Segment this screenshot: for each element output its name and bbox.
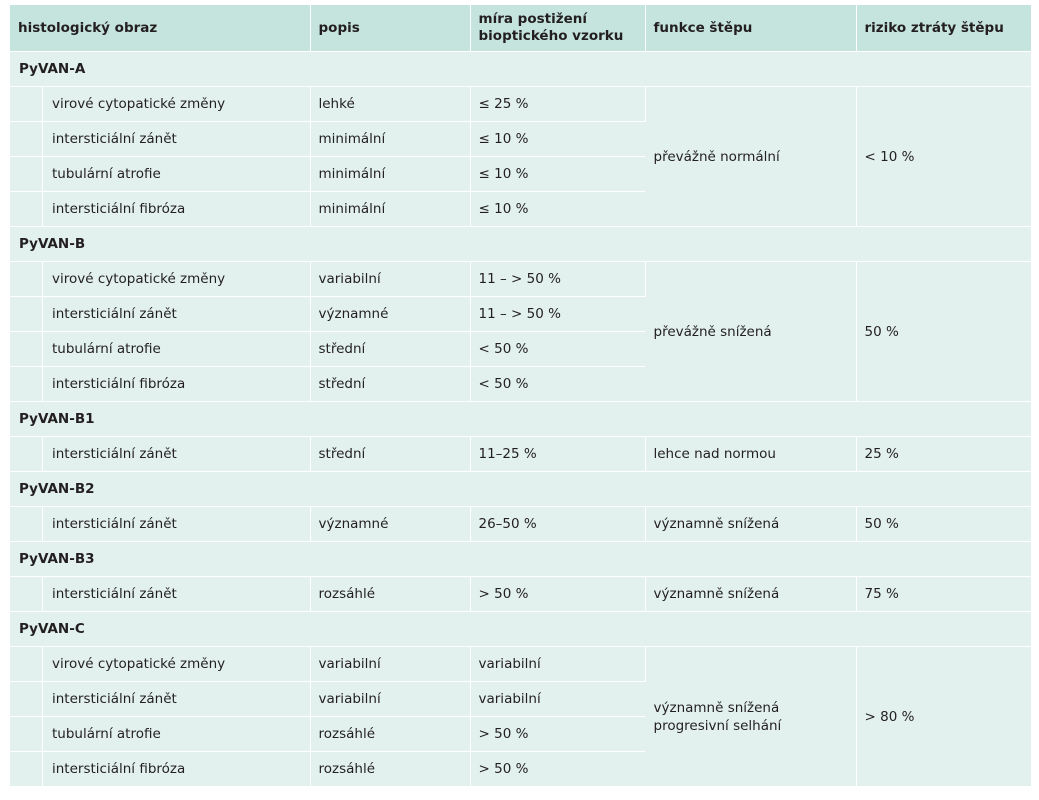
feature-cell: intersticiální fibróza [10, 191, 311, 227]
feature-cell: intersticiální zánět [10, 121, 311, 157]
group-row-pyvan-b3: PyVAN-B3 [10, 541, 1031, 577]
description-cell: významné [310, 506, 471, 542]
header-extent: míra postižení bioptického vzorku [470, 5, 646, 52]
extent-cell: ≤ 25 % [470, 86, 646, 122]
feature-cell: intersticiální zánět [10, 436, 311, 472]
header-graft-loss-risk: riziko ztráty štěpu [856, 5, 1031, 52]
extent-cell: > 50 % [470, 751, 645, 786]
header-histology: histologický obraz [10, 5, 311, 52]
table-row: intersticiální zánět významné 26–50 % vý… [10, 506, 1031, 542]
header-graft-function: funkce štěpu [645, 5, 857, 52]
feature-cell: intersticiální zánět [10, 681, 311, 717]
graft-loss-risk-cell: > 80 % [856, 646, 1031, 786]
feature-cell: tubulární atrofie [10, 331, 311, 367]
graft-function-cell: významně snížená [645, 506, 857, 542]
graft-function-cell: významně snížená [645, 576, 857, 612]
group-row-pyvan-b1: PyVAN-B1 [10, 401, 1031, 437]
header-extent-line1: míra postižení [478, 11, 587, 27]
graft-loss-risk-cell: 75 % [856, 576, 1031, 612]
group-title: PyVAN-B1 [10, 401, 1031, 437]
table-row: intersticiální fibróza střední < 50 % [10, 366, 1031, 402]
feature-cell: tubulární atrofie [10, 156, 311, 192]
group-title: PyVAN-A [10, 51, 1031, 87]
feature-cell: virové cytopatické změny [10, 261, 311, 297]
description-cell: rozsáhlé [310, 716, 471, 752]
feature-cell: intersticiální zánět [10, 506, 311, 542]
description-cell: variabilní [310, 681, 471, 717]
description-cell: variabilní [310, 646, 471, 682]
table-row: intersticiální fibróza rozsáhlé > 50 % [10, 751, 1031, 786]
graft-function-cell: významně snížená progresivní selhání [645, 646, 857, 786]
feature-cell: intersticiální fibróza [10, 366, 311, 402]
description-cell: minimální [310, 191, 471, 227]
description-cell: rozsáhlé [310, 576, 471, 612]
table-row: intersticiální zánět variabilní variabil… [10, 681, 1031, 717]
feature-cell: intersticiální zánět [10, 296, 311, 332]
table-row: tubulární atrofie střední < 50 % [10, 331, 1031, 367]
extent-cell: 11–25 % [470, 436, 646, 472]
description-cell: střední [310, 331, 471, 367]
table-row: virové cytopatické změny variabilní vari… [10, 646, 1031, 786]
graft-loss-risk-cell: 25 % [856, 436, 1031, 472]
table-row: tubulární atrofie rozsáhlé > 50 % [10, 716, 1031, 752]
extent-cell: > 50 % [470, 716, 645, 752]
extent-cell: variabilní [470, 681, 645, 717]
extent-cell: ≤ 10 % [470, 156, 645, 192]
group-title: PyVAN-C [10, 611, 1031, 647]
feature-cell: tubulární atrofie [10, 716, 311, 752]
graft-function-line1: významně snížená [653, 699, 780, 716]
graft-function-cell: lehce nad normou [645, 436, 857, 472]
graft-loss-risk-cell: 50 % [856, 506, 1031, 542]
extent-cell: variabilní [470, 646, 646, 682]
graft-loss-risk-cell: 50 % [856, 261, 1031, 402]
header-description: popis [310, 5, 471, 52]
description-cell: lehké [310, 86, 471, 122]
description-cell: minimální [310, 121, 471, 157]
graft-loss-risk-cell: < 10 % [856, 86, 1031, 227]
description-cell: minimální [310, 156, 471, 192]
description-cell: variabilní [310, 261, 471, 297]
description-cell: střední [310, 436, 471, 472]
group-row-pyvan-a: PyVAN-A [10, 51, 1031, 87]
header-extent-line2: bioptického vzorku [478, 28, 624, 44]
graft-function-cell: převážně snížená [645, 261, 857, 402]
extent-cell: ≤ 10 % [470, 121, 645, 157]
table-row: intersticiální fibróza minimální ≤ 10 % [10, 191, 1031, 227]
extent-cell: 11 – > 50 % [470, 261, 646, 297]
feature-cell: intersticiální zánět [10, 576, 311, 612]
extent-cell: < 50 % [470, 331, 645, 367]
pyvan-classification-table: histologický obraz popis míra postižení … [10, 5, 1031, 786]
extent-cell: 26–50 % [470, 506, 646, 542]
description-cell: významné [310, 296, 471, 332]
feature-cell: virové cytopatické změny [10, 86, 311, 122]
table-row: tubulární atrofie minimální ≤ 10 % [10, 156, 1031, 192]
table-row: intersticiální zánět střední 11–25 % leh… [10, 436, 1031, 472]
table-row: virové cytopatické změny lehké ≤ 25 % př… [10, 86, 1031, 227]
extent-cell: 11 – > 50 % [470, 296, 645, 332]
table-row: intersticiální zánět minimální ≤ 10 % [10, 121, 1031, 157]
extent-cell: ≤ 10 % [470, 191, 645, 227]
table-row: virové cytopatické změny variabilní 11 –… [10, 261, 1031, 402]
group-row-pyvan-b2: PyVAN-B2 [10, 471, 1031, 507]
graft-function-cell: převážně normální [645, 86, 857, 227]
description-cell: rozsáhlé [310, 751, 471, 786]
group-title: PyVAN-B2 [10, 471, 1031, 507]
description-cell: střední [310, 366, 471, 402]
header-row: histologický obraz popis míra postižení … [10, 5, 1031, 52]
feature-cell: virové cytopatické změny [10, 646, 311, 682]
group-row-pyvan-b: PyVAN-B [10, 226, 1031, 262]
table-row: intersticiální zánět významné 11 – > 50 … [10, 296, 1031, 332]
extent-cell: < 50 % [470, 366, 645, 402]
graft-function-line2: progresivní selhání [653, 717, 782, 734]
pyvan-classification-table-wrapper: histologický obraz popis míra postižení … [10, 5, 1031, 786]
group-title: PyVAN-B [10, 226, 1031, 262]
group-title: PyVAN-B3 [10, 541, 1031, 577]
feature-cell: intersticiální fibróza [10, 751, 311, 786]
group-row-pyvan-c: PyVAN-C [10, 611, 1031, 647]
table-row: intersticiální zánět rozsáhlé > 50 % výz… [10, 576, 1031, 612]
extent-cell: > 50 % [470, 576, 646, 612]
